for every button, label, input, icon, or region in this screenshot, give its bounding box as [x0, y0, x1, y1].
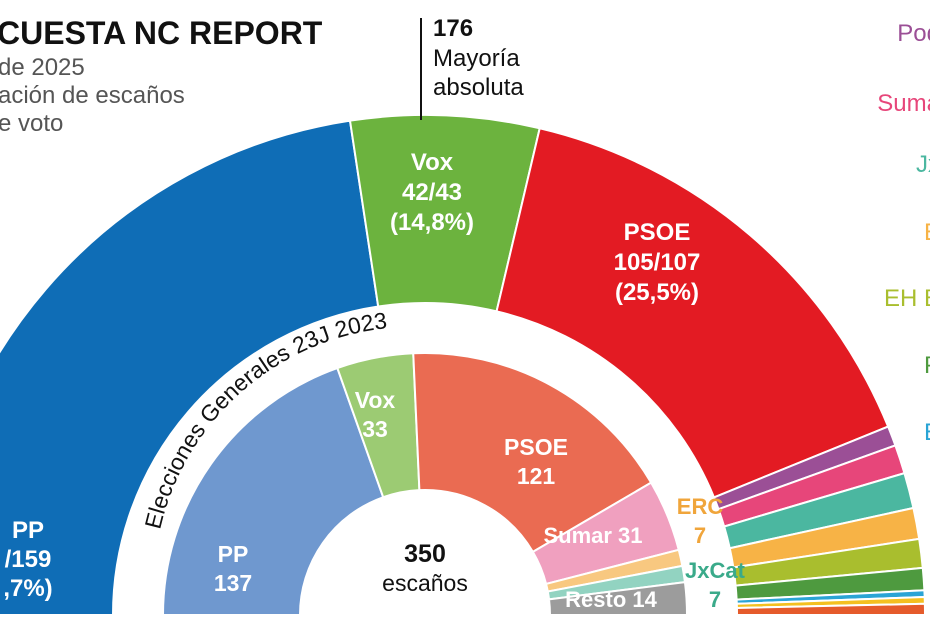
legend-item-6: P	[924, 352, 930, 379]
inner-ring-labels: PP 137 Vox 33 PSOE 121 Sumar 31 ERC 7 JxCat 7 Resto…	[214, 387, 746, 612]
outer-ring-labels: PP/159,7%) Vox 42/43 (14,8%) PSOE 105/107 (25,…	[3, 149, 700, 602]
outer-label-vox: Vox 42/43 (14,8%)	[390, 149, 474, 236]
inner-slice-psoe	[412, 352, 653, 554]
inner-label-vox: Vox 33	[355, 387, 396, 442]
legend-item-2: Suma	[877, 90, 930, 117]
chart-title: CUESTA NC REPORT	[0, 15, 323, 51]
outer-slice-psoe	[495, 127, 890, 499]
legend-item-5: EH B	[884, 285, 930, 312]
outer-slice-otros-3	[735, 602, 927, 616]
legend-item-4: E	[924, 219, 930, 246]
inner-label-sumar: Sumar 31	[543, 523, 642, 548]
outer-label-psoe: PSOE 105/107 (25,5%)	[614, 219, 701, 306]
chart-subtitle-line-2: ación de escaños	[0, 82, 185, 109]
inner-label-erc: ERC 7	[677, 494, 724, 548]
majority-label-line-2: absoluta	[433, 74, 524, 101]
outer-slice-pp	[0, 119, 380, 616]
majority-label-line-1: Mayoría	[433, 45, 520, 72]
outer-label-pp: PP/159,7%)	[3, 517, 52, 602]
inner-slice-resto	[547, 581, 689, 616]
party-legend: PodSumaJxEEH BPE(	[877, 20, 930, 446]
legend-item-1: Pod	[897, 20, 930, 47]
total-seats-value: 350	[404, 540, 446, 568]
inner-label-resto: Resto 14	[565, 587, 657, 612]
inner-slice-pp	[161, 366, 385, 616]
chart-subtitle-line-1: de 2025	[0, 54, 85, 81]
inner-ring-2023	[161, 352, 689, 616]
outer-ring-2025	[0, 114, 927, 616]
legend-item-7: E	[924, 419, 930, 446]
chart-subtitle-line-3: e voto	[0, 110, 63, 137]
total-seats-label: escaños	[382, 570, 468, 596]
legend-item-3: Jx	[916, 151, 930, 178]
inner-label-psoe: PSOE 121	[504, 434, 568, 489]
inner-label-jxcat: JxCat 7	[685, 558, 746, 612]
inner-label-pp: PP 137	[214, 541, 252, 596]
majority-value: 176	[433, 15, 473, 42]
